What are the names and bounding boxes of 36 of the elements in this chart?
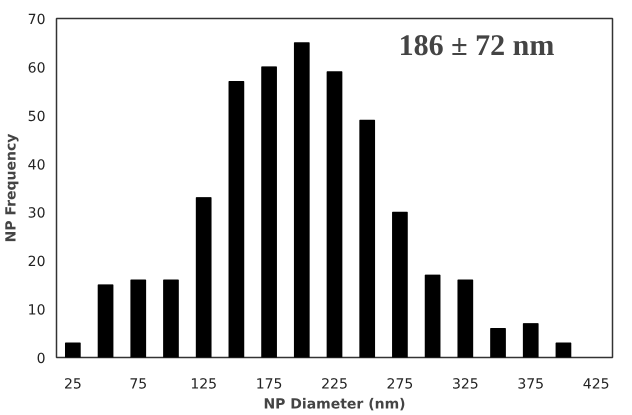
bar bbox=[490, 328, 506, 358]
bar bbox=[556, 342, 572, 358]
y-tick-label: 30 bbox=[28, 206, 46, 222]
x-tick-label: 275 bbox=[386, 376, 414, 392]
x-tick-label: 175 bbox=[256, 376, 282, 392]
x-tick-label: 225 bbox=[321, 376, 348, 392]
y-axis-title: NP Frequency bbox=[4, 134, 20, 242]
bar bbox=[294, 42, 310, 358]
bar bbox=[522, 323, 539, 358]
x-axis-title: NP Diameter (nm) bbox=[263, 396, 406, 412]
x-tick-label: 375 bbox=[517, 376, 544, 392]
bar bbox=[64, 342, 81, 358]
bar bbox=[163, 280, 179, 358]
y-tick-label: 50 bbox=[28, 108, 46, 125]
y-tick-label: 40 bbox=[28, 157, 46, 174]
bar bbox=[98, 284, 114, 358]
bar bbox=[392, 212, 408, 358]
bar bbox=[261, 66, 277, 358]
x-tick-label: 325 bbox=[452, 376, 479, 392]
y-tick-label: 70 bbox=[28, 12, 46, 28]
y-tick-label: 60 bbox=[28, 60, 46, 76]
x-tick-label: 25 bbox=[64, 376, 82, 392]
y-tick-label: 0 bbox=[36, 351, 46, 367]
x-tick-label: 75 bbox=[129, 376, 148, 392]
annotation: 186 ± 72 nm bbox=[398, 29, 554, 62]
y-tick-label: 20 bbox=[28, 254, 46, 270]
x-tick-label: 125 bbox=[190, 376, 218, 392]
bar bbox=[228, 80, 244, 358]
y-tick-label: 10 bbox=[28, 302, 46, 319]
bar bbox=[359, 120, 376, 358]
bar bbox=[130, 280, 146, 358]
bar bbox=[424, 274, 440, 358]
bar bbox=[326, 71, 342, 358]
bar bbox=[457, 280, 474, 358]
x-tick-label: 425 bbox=[582, 376, 610, 392]
bar bbox=[196, 197, 212, 358]
